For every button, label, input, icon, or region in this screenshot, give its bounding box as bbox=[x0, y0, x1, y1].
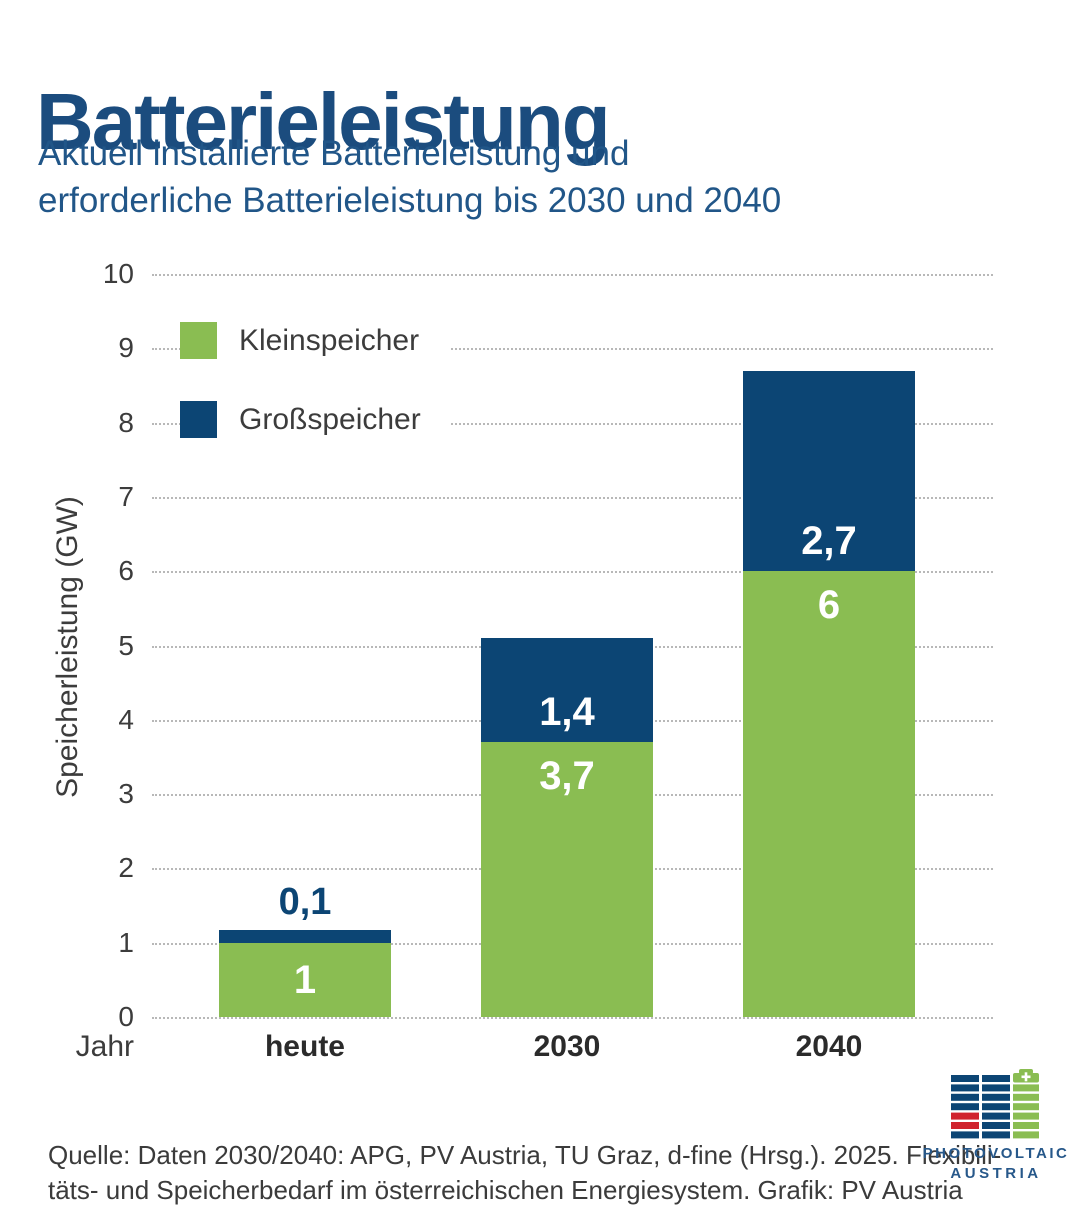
value-label-grossspeicher-heute: 0,1 bbox=[278, 880, 332, 923]
y-tick-label-0: 0 bbox=[118, 1001, 134, 1032]
gridline-y0 bbox=[152, 1017, 993, 1019]
pv-austria-battery-logo-icon bbox=[951, 1069, 1039, 1139]
y-tick-label-7: 7 bbox=[118, 480, 134, 512]
legend-swatch-bar_blue bbox=[180, 401, 217, 438]
legend-label: Kleinspeicher bbox=[239, 323, 420, 357]
segment-kleinspeicher-2040 bbox=[743, 571, 915, 1017]
gridline-y8 bbox=[152, 422, 993, 425]
y-axis-title: Speicherleistung (GW) bbox=[51, 495, 84, 798]
gridline-y6 bbox=[152, 571, 993, 574]
legend-label: Großspeicher bbox=[239, 402, 421, 436]
page-title: Batterieleistung bbox=[36, 76, 611, 166]
x-category-label-2040: 2040 bbox=[795, 1030, 863, 1063]
gridline-y10 bbox=[152, 274, 993, 276]
bar-heute: 1 0,1 bbox=[219, 882, 391, 1017]
segment-grossspeicher-2040 bbox=[743, 370, 915, 572]
value-label-grossspeicher-2030: 1,4 bbox=[539, 690, 595, 735]
value-label-kleinspeicher-heute: 1 bbox=[293, 957, 317, 1002]
y-tick-label-3: 3 bbox=[118, 778, 134, 810]
x-category-label-heute: heute bbox=[264, 1030, 345, 1063]
y-tick-label-8: 8 bbox=[118, 406, 134, 438]
y-tick-label-10: 10 bbox=[102, 258, 134, 289]
legend-item-kleinspeicher: Kleinspeicher bbox=[180, 322, 450, 359]
segment-grossspeicher-2030 bbox=[481, 638, 653, 743]
x-category-label-2030: 2030 bbox=[533, 1030, 601, 1063]
bar-2030: 3,7 1,4 bbox=[481, 638, 653, 1017]
segment-grossspeicher-heute bbox=[219, 929, 391, 943]
page-subtitle: Aktuell installierte Batterieleistung un… bbox=[38, 134, 782, 220]
gridline-y7 bbox=[152, 496, 993, 499]
y-tick-label-1: 1 bbox=[118, 926, 134, 958]
logo-text-line2: AUSTRIA bbox=[950, 1165, 1042, 1182]
segment-kleinspeicher-2030 bbox=[481, 742, 653, 1017]
gridline-y9 bbox=[152, 348, 993, 351]
legend-swatch-bar_green bbox=[180, 322, 217, 359]
y-tick-label-6: 6 bbox=[118, 555, 134, 587]
logo-text-line1: PHOTOVOLTAIC bbox=[922, 1145, 1070, 1162]
source-text: Quelle: Daten 2030/2040: APG, PV Austria… bbox=[48, 1140, 1002, 1205]
segment-kleinspeicher-heute bbox=[219, 942, 391, 1017]
bar-2040: 6 2,7 bbox=[743, 370, 915, 1017]
value-label-kleinspeicher-2030: 3,7 bbox=[539, 754, 595, 799]
value-label-grossspeicher-2040: 2,7 bbox=[801, 519, 857, 564]
value-label-kleinspeicher-2040: 6 bbox=[817, 583, 841, 628]
legend-item-großspeicher: Großspeicher bbox=[180, 401, 451, 438]
x-axis-title: Jahr bbox=[75, 1030, 134, 1063]
y-tick-label-9: 9 bbox=[118, 332, 134, 364]
pv-austria-logo: PHOTOVOLTAIC AUSTRIA bbox=[916, 1069, 1076, 1182]
y-tick-label-2: 2 bbox=[118, 852, 134, 884]
y-tick-label-4: 4 bbox=[118, 703, 134, 735]
y-tick-label-5: 5 bbox=[118, 629, 134, 661]
